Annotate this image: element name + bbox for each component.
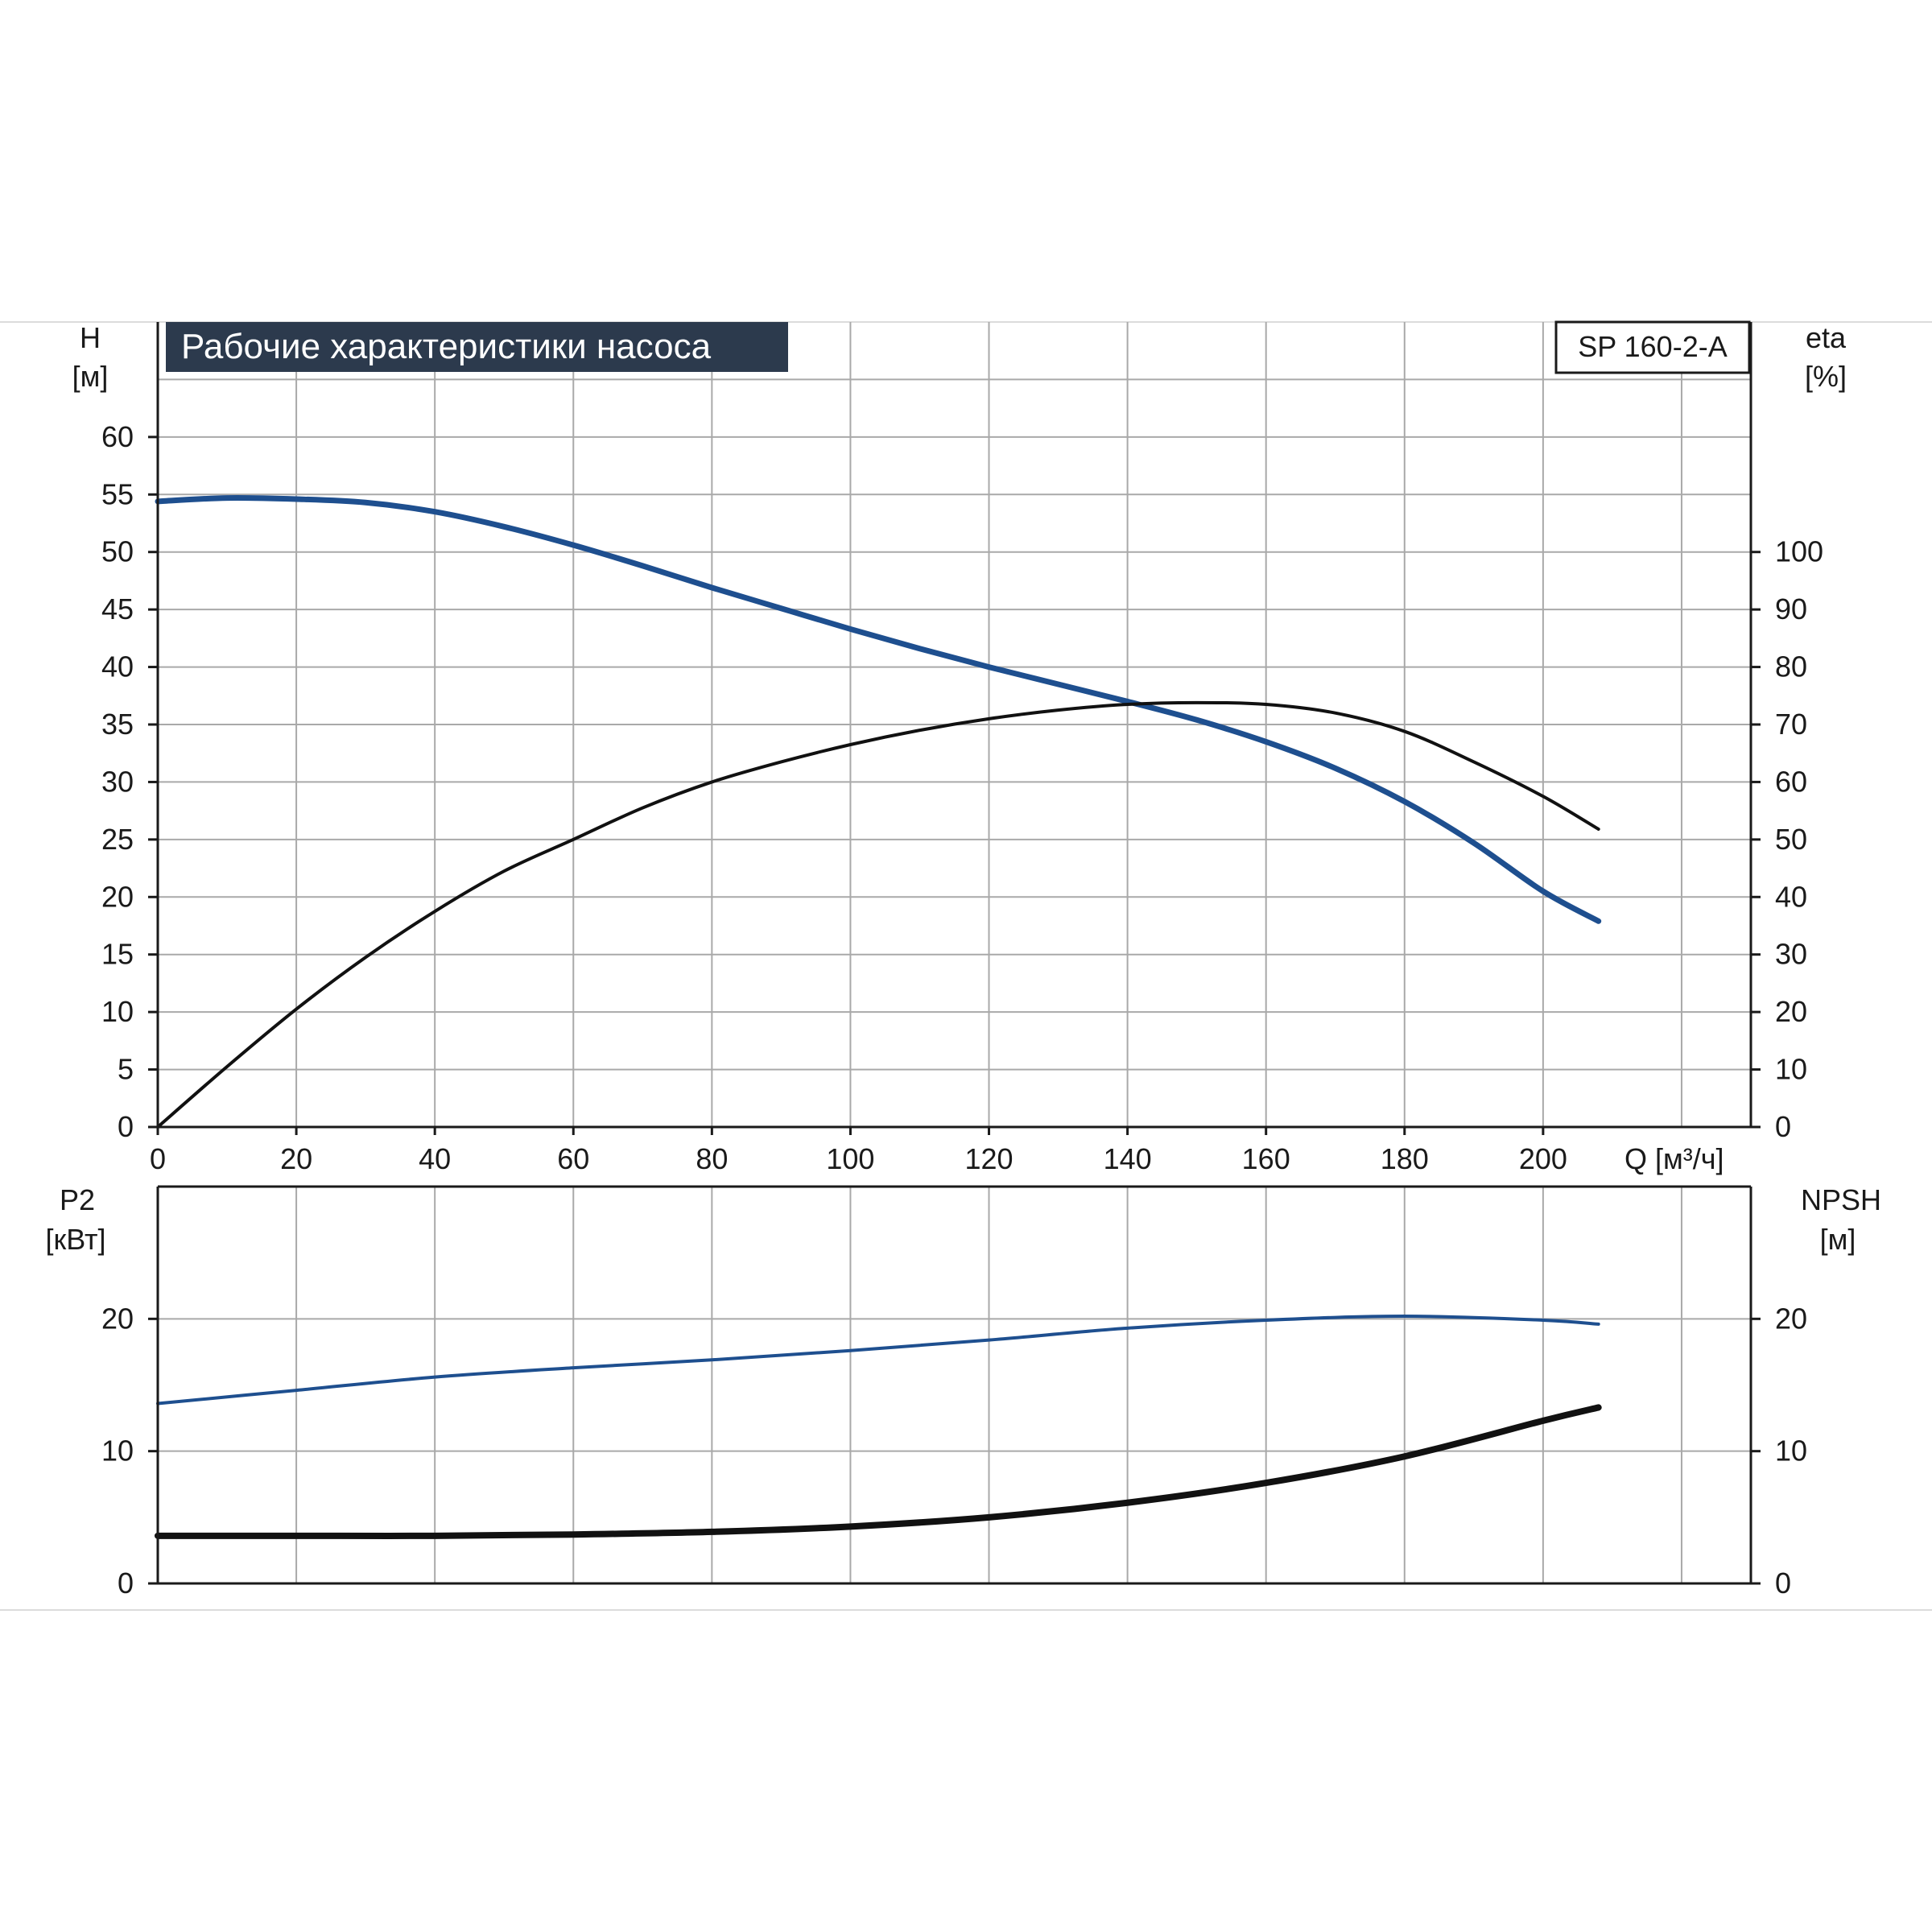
top-x-tick-label: 20 <box>280 1142 312 1175</box>
top-left-tick-label: 45 <box>101 592 134 625</box>
top-left-tick-label: 35 <box>101 708 134 741</box>
top-left-tick-label: 60 <box>101 420 134 453</box>
top-right-tick-label: 20 <box>1775 995 1807 1028</box>
top-right-tick-label: 10 <box>1775 1053 1807 1086</box>
bottom-right-tick-label: 0 <box>1775 1567 1791 1600</box>
top-x-tick-label: 140 <box>1104 1142 1152 1175</box>
right-axis-unit-top: [%] <box>1805 360 1847 393</box>
top-curves <box>155 494 1602 1129</box>
left-axis-unit-top: [м] <box>72 360 109 393</box>
top-right-tick-label: 60 <box>1775 765 1807 798</box>
top-x-tick-label: 60 <box>557 1142 589 1175</box>
top-left-tick-label: 55 <box>101 477 134 510</box>
top-x-tick-label: 40 <box>419 1142 451 1175</box>
top-left-tick-label: 20 <box>101 880 134 913</box>
top-right-tick-label: 50 <box>1775 823 1807 856</box>
left-axis-unit-bottom: [кВт] <box>45 1223 105 1256</box>
title-background <box>166 322 788 372</box>
model-label-box <box>1554 320 1751 374</box>
top-x-tick-label: 0 <box>150 1142 166 1175</box>
top-left-tick-label: 50 <box>101 535 134 568</box>
top-left-tick-label: 10 <box>101 995 134 1028</box>
top-left-tick-label: 40 <box>101 650 134 683</box>
head-efficiency-panel: 0 5 10 15 20 25 30 35 40 45 50 55 60 0 10 20 30 40 50 60 70 8… <box>72 320 1847 1175</box>
top-x-tick-label: 180 <box>1381 1142 1429 1175</box>
model-label: SP 160-2-A <box>1578 330 1727 363</box>
power-npsh-panel: 0 10 20 0 10 20 P2 [кВт] NPSH [м] <box>45 1183 1881 1600</box>
left-axis-title-bottom: P2 <box>60 1183 95 1216</box>
bottom-left-tick-label: 0 <box>118 1567 134 1600</box>
top-left-tick-label: 30 <box>101 765 134 798</box>
bottom-tick-labels: 0 10 20 0 10 20 <box>101 1302 1807 1600</box>
left-axis-title-top: H <box>80 321 101 354</box>
top-series-1-black-line <box>156 700 1600 1129</box>
bottom-right-tick-label: 10 <box>1775 1435 1807 1468</box>
bottom-left-tick-label: 20 <box>101 1302 134 1335</box>
bottom-right-tick-label: 20 <box>1775 1302 1807 1335</box>
top-x-tick-label: 200 <box>1519 1142 1567 1175</box>
right-axis-unit-bottom: [м] <box>1820 1223 1856 1256</box>
right-axis-title-top: eta <box>1806 321 1847 354</box>
top-right-tick-label: 40 <box>1775 880 1807 913</box>
top-left-tick-label: 25 <box>101 823 134 856</box>
top-right-tick-label: 90 <box>1775 592 1807 625</box>
bottom-axes <box>156 1185 1752 1585</box>
top-right-tick-label: 30 <box>1775 938 1807 971</box>
bottom-series-1-black-line <box>155 1404 1602 1539</box>
top-left-tick-label: 0 <box>118 1110 134 1143</box>
bottom-series-0-blue-line <box>156 1315 1600 1406</box>
top-x-tick-label: 120 <box>964 1142 1013 1175</box>
top-right-tick-label: 80 <box>1775 650 1807 683</box>
top-x-tick-label: 100 <box>826 1142 874 1175</box>
top-right-tick-label: 100 <box>1775 535 1823 568</box>
right-axis-title-bottom: NPSH <box>1801 1183 1881 1216</box>
bottom-left-tick-label: 10 <box>101 1435 134 1468</box>
bottom-curves <box>155 1315 1602 1539</box>
top-series-0-blue-line <box>155 494 1602 924</box>
top-x-tick-label: 160 <box>1242 1142 1290 1175</box>
top-grid <box>158 322 1751 1127</box>
top-x-tick-label: 80 <box>696 1142 728 1175</box>
bottom-grid <box>158 1187 1751 1583</box>
chart-title: Рабочие характеристики насоса <box>181 327 712 366</box>
top-left-tick-label: 5 <box>118 1053 134 1086</box>
x-axis-title: Q [м³/ч] <box>1624 1142 1724 1175</box>
top-right-tick-label: 0 <box>1775 1110 1791 1143</box>
top-right-tick-label: 70 <box>1775 708 1807 741</box>
top-left-tick-label: 15 <box>101 938 134 971</box>
top-tick-labels: 0 5 10 15 20 25 30 35 40 45 50 55 60 0 10 20 30 40 50 60 70 8… <box>101 420 1823 1175</box>
